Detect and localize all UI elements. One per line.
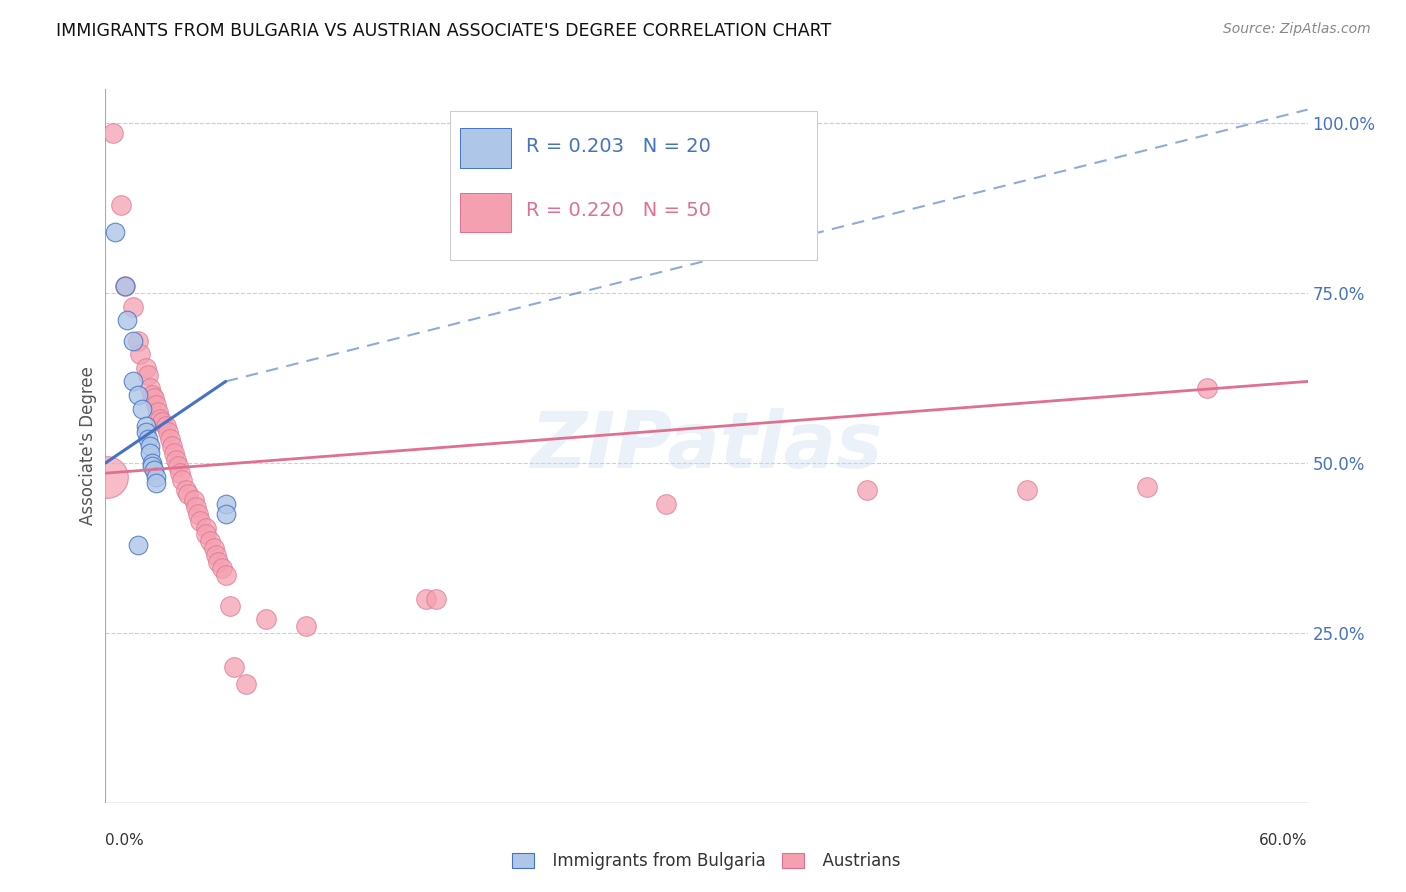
Point bbox=[415, 591, 437, 606]
Point bbox=[160, 439, 183, 453]
Point bbox=[170, 473, 193, 487]
Point bbox=[114, 279, 136, 293]
Point bbox=[122, 375, 145, 389]
Point bbox=[150, 415, 173, 429]
Point bbox=[142, 463, 165, 477]
Point bbox=[110, 198, 132, 212]
Point bbox=[166, 459, 188, 474]
Point bbox=[141, 456, 163, 470]
Point bbox=[96, 469, 118, 483]
Point bbox=[145, 476, 167, 491]
Point bbox=[183, 493, 205, 508]
Point bbox=[138, 381, 160, 395]
Point bbox=[136, 368, 159, 382]
Point bbox=[184, 500, 207, 515]
Point bbox=[214, 507, 236, 521]
Point bbox=[1017, 483, 1039, 498]
Point bbox=[159, 432, 181, 446]
Text: R = 0.203   N = 20: R = 0.203 N = 20 bbox=[526, 136, 711, 156]
Point bbox=[222, 660, 245, 674]
Text: 0.0%: 0.0% bbox=[105, 833, 145, 847]
Point bbox=[136, 432, 159, 446]
Point bbox=[194, 527, 217, 541]
Point bbox=[174, 483, 197, 498]
Point bbox=[104, 225, 127, 239]
Point bbox=[117, 313, 139, 327]
Point bbox=[295, 619, 318, 633]
Point bbox=[156, 425, 179, 440]
Point bbox=[425, 591, 447, 606]
Point bbox=[207, 555, 229, 569]
Point bbox=[141, 388, 163, 402]
Text: IMMIGRANTS FROM BULGARIA VS AUSTRIAN ASSOCIATE'S DEGREE CORRELATION CHART: IMMIGRANTS FROM BULGARIA VS AUSTRIAN ASS… bbox=[56, 22, 831, 40]
Point bbox=[211, 561, 233, 575]
Point bbox=[198, 534, 221, 549]
Point bbox=[103, 127, 125, 141]
FancyBboxPatch shape bbox=[450, 111, 817, 260]
Point bbox=[1136, 480, 1159, 494]
Point bbox=[1197, 381, 1219, 395]
Point bbox=[194, 520, 217, 534]
Point bbox=[155, 418, 177, 433]
Point bbox=[138, 439, 160, 453]
Point bbox=[114, 279, 136, 293]
Point bbox=[202, 541, 225, 555]
Point bbox=[122, 334, 145, 348]
Point bbox=[122, 300, 145, 314]
Point bbox=[135, 418, 157, 433]
Point bbox=[162, 446, 184, 460]
FancyBboxPatch shape bbox=[460, 193, 510, 232]
Point bbox=[165, 452, 187, 467]
Point bbox=[145, 469, 167, 483]
Point bbox=[127, 388, 149, 402]
Text: 60.0%: 60.0% bbox=[1260, 833, 1308, 847]
Text: R = 0.220   N = 50: R = 0.220 N = 50 bbox=[526, 201, 711, 220]
Point bbox=[145, 398, 167, 412]
Point bbox=[187, 507, 209, 521]
Y-axis label: Associate's Degree: Associate's Degree bbox=[79, 367, 97, 525]
Point bbox=[142, 392, 165, 406]
Text: Source: ZipAtlas.com: Source: ZipAtlas.com bbox=[1223, 22, 1371, 37]
Point bbox=[188, 514, 211, 528]
Point bbox=[131, 401, 153, 416]
Point bbox=[218, 599, 240, 613]
Point bbox=[254, 612, 277, 626]
Point bbox=[141, 459, 163, 474]
Point bbox=[127, 537, 149, 551]
Point bbox=[146, 405, 169, 419]
FancyBboxPatch shape bbox=[460, 128, 510, 168]
Point bbox=[135, 360, 157, 375]
Point bbox=[235, 677, 257, 691]
Point bbox=[855, 483, 877, 498]
Point bbox=[204, 548, 226, 562]
Point bbox=[214, 497, 236, 511]
Point bbox=[655, 497, 678, 511]
Point bbox=[128, 347, 150, 361]
Point bbox=[138, 446, 160, 460]
Point bbox=[135, 425, 157, 440]
Point bbox=[127, 334, 149, 348]
Text: ZIPatlas: ZIPatlas bbox=[530, 408, 883, 484]
Point bbox=[148, 412, 170, 426]
Legend:   Immigrants from Bulgaria,   Austrians: Immigrants from Bulgaria, Austrians bbox=[505, 846, 908, 877]
Point bbox=[176, 486, 198, 500]
Point bbox=[214, 568, 236, 582]
Point bbox=[169, 466, 191, 480]
